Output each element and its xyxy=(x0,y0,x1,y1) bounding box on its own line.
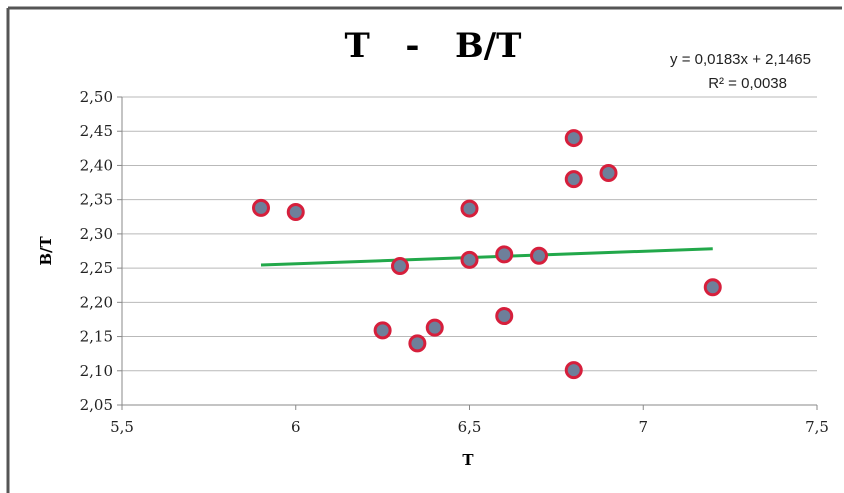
data-point xyxy=(408,334,427,353)
trendline xyxy=(260,247,713,267)
data-point xyxy=(286,202,305,221)
data-point xyxy=(460,250,479,269)
y-tick-label: 2,50 xyxy=(80,88,113,106)
data-point xyxy=(703,278,722,297)
data-point xyxy=(425,318,444,337)
trendline-equation: y = 0,0183x + 2,1465 xyxy=(670,51,811,68)
data-point xyxy=(252,198,270,217)
chart-title: T - B/T xyxy=(345,26,522,66)
y-axis-label: B/T xyxy=(37,236,55,266)
y-tick-label: 2,15 xyxy=(80,328,113,346)
data-point xyxy=(495,307,514,326)
y-tick-label: 2,40 xyxy=(80,156,113,174)
trendline-layer xyxy=(260,247,713,267)
x-tick-label: 7,5 xyxy=(805,418,829,436)
data-point xyxy=(495,245,514,264)
y-tick-label: 2,30 xyxy=(80,225,113,243)
x-tick-label: 6 xyxy=(291,418,301,436)
x-tick-label: 6,5 xyxy=(458,418,482,436)
tick-labels: 2,05 2,10 2,15 2,20 2,25 2,30 2,35 2,40 2,45 2,50… xyxy=(80,88,829,436)
axes xyxy=(117,96,818,410)
y-tick-label: 2,25 xyxy=(80,259,113,277)
x-tick-label: 7 xyxy=(638,418,648,436)
data-point xyxy=(564,170,583,189)
data-point xyxy=(373,321,392,340)
data-point xyxy=(564,129,583,148)
y-tick-label: 2,10 xyxy=(80,362,113,380)
y-tick-label: 2,45 xyxy=(80,122,113,140)
data-point xyxy=(564,361,583,380)
data-points xyxy=(252,129,722,380)
y-tick-label: 2,05 xyxy=(80,396,113,414)
data-point xyxy=(599,163,618,182)
y-tick-label: 2,35 xyxy=(80,191,113,209)
data-point xyxy=(391,257,409,276)
data-point xyxy=(530,246,548,265)
x-tick-label: 5,5 xyxy=(110,418,134,436)
x-axis-label: T xyxy=(462,451,474,469)
trendline-r-squared: R² = 0,0038 xyxy=(708,75,787,92)
data-point xyxy=(460,199,479,218)
y-tick-label: 2,20 xyxy=(80,293,113,311)
